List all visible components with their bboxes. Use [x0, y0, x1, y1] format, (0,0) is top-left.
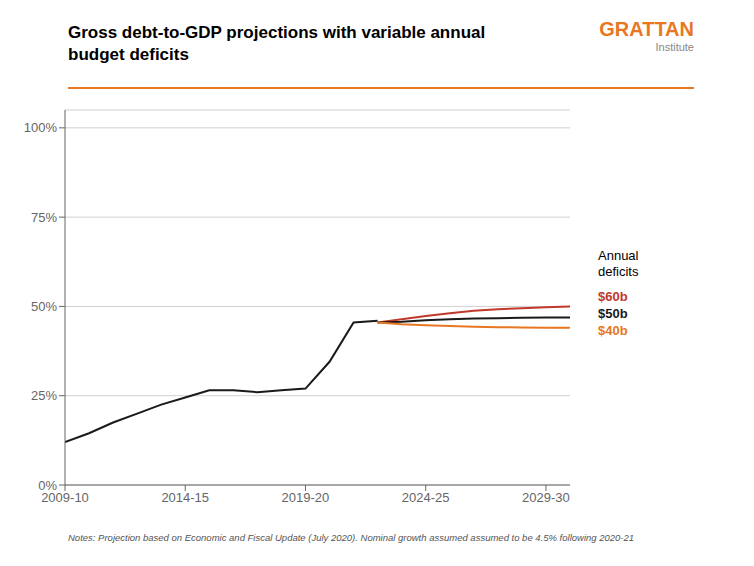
- svg-text:2014-15: 2014-15: [161, 490, 209, 505]
- svg-text:25%: 25%: [31, 388, 57, 403]
- svg-text:50%: 50%: [31, 299, 57, 314]
- html-text:$40b: $40b: [598, 323, 628, 338]
- svg-text:2009-10: 2009-10: [41, 490, 89, 506]
- html-text:$60b: $60b: [598, 289, 628, 304]
- html-text:Notes: Projection based on Eco: Notes: Projection based on Economic and …: [68, 532, 635, 543]
- svg-text:100%: 100%: [24, 120, 58, 135]
- html-text:$50b: $50b: [598, 306, 628, 321]
- html-text:deficits: deficits: [598, 264, 639, 279]
- html-text:GRATTAN: GRATTAN: [599, 18, 694, 40]
- svg-text:2024-25: 2024-25: [402, 490, 450, 505]
- html-text:budget deficits: budget deficits: [68, 45, 189, 64]
- html-text:Annual: Annual: [598, 248, 639, 263]
- svg-text:2029-30: 2029-30: [522, 490, 570, 505]
- svg-text:0%: 0%: [38, 478, 57, 493]
- svg-text:75%: 75%: [31, 210, 57, 225]
- html-text:Institute: Institute: [655, 41, 694, 53]
- svg-text:2019-20: 2019-20: [282, 490, 330, 505]
- html-text:Gross debt-to-GDP projections: Gross debt-to-GDP projections with varia…: [68, 23, 486, 42]
